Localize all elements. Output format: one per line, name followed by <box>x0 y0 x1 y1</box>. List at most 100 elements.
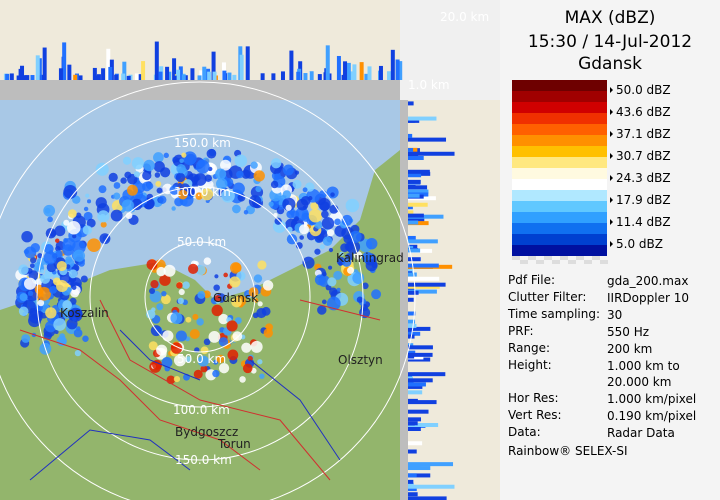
profile-bar <box>222 70 227 80</box>
echo <box>163 152 169 159</box>
echo <box>253 170 265 182</box>
echo <box>327 277 337 287</box>
profile-bar <box>408 289 437 294</box>
echo <box>234 154 248 168</box>
profile-bar <box>325 45 330 80</box>
echo <box>170 312 183 325</box>
profile-bar <box>158 71 163 80</box>
echo <box>182 281 190 289</box>
profile-bar <box>260 73 265 80</box>
profile-bar <box>367 66 372 80</box>
echo <box>292 179 302 189</box>
echo <box>171 206 176 211</box>
echo <box>173 375 181 383</box>
echo <box>250 161 258 169</box>
echo <box>68 269 78 279</box>
echo <box>153 161 165 173</box>
echo <box>86 218 96 228</box>
profile-bar <box>408 384 423 389</box>
echo <box>37 299 45 307</box>
echo <box>21 230 33 243</box>
echo <box>268 201 274 207</box>
scale-band <box>512 146 607 157</box>
city-labels: Kaliningrad Gdansk Koszalin Olsztyn Bydg… <box>60 251 404 451</box>
echo <box>100 221 107 228</box>
echo <box>124 171 132 179</box>
echo <box>250 340 263 353</box>
legend-label: 17.9 dBZ <box>616 193 671 207</box>
title: MAX (dBZ) <box>564 8 656 28</box>
echo <box>321 230 326 235</box>
echo <box>321 299 327 305</box>
info-label: PRF: <box>508 324 534 338</box>
echo <box>366 237 378 250</box>
info-value: 30 <box>607 308 623 322</box>
profile-bar <box>18 68 23 80</box>
echo <box>294 216 300 222</box>
echo <box>142 181 152 192</box>
profile-bar <box>212 71 217 80</box>
echo <box>30 257 37 264</box>
info-label: Vert Res: <box>508 408 562 422</box>
echo <box>336 287 341 292</box>
legend-label: 5.0 dBZ <box>616 237 663 251</box>
echo <box>195 265 206 276</box>
echo <box>122 156 132 165</box>
profile-bar <box>408 137 447 142</box>
profile-bar <box>359 62 364 80</box>
echo <box>40 269 45 274</box>
echo <box>29 263 35 269</box>
echo <box>179 158 184 164</box>
profile-bar <box>364 73 369 80</box>
echo <box>108 172 118 183</box>
echo <box>285 204 292 211</box>
profile-bar <box>408 417 422 422</box>
echo <box>299 235 304 240</box>
scale-nodata <box>600 260 608 264</box>
scale-band <box>512 91 607 102</box>
profile-bar <box>408 118 416 123</box>
profile-bar <box>336 55 341 80</box>
scale-band <box>512 135 607 146</box>
profile-bar <box>408 357 431 362</box>
echo <box>83 211 93 221</box>
echo <box>113 192 121 200</box>
profile-bar <box>408 214 444 219</box>
echo <box>193 173 207 186</box>
echo <box>37 287 51 301</box>
echo <box>286 210 295 219</box>
echo <box>178 288 185 296</box>
profile-bar <box>58 68 63 80</box>
echo <box>223 272 228 278</box>
scale-band <box>512 168 607 179</box>
info-label: Data: <box>508 425 541 439</box>
scale-nodata <box>592 256 600 260</box>
echo <box>334 218 341 226</box>
profile-bar <box>126 75 131 80</box>
scale-band <box>512 113 607 124</box>
legend-arrow <box>610 87 613 93</box>
echo <box>200 365 208 373</box>
echo <box>212 369 220 378</box>
profile-bar <box>408 479 414 484</box>
range-label: 150.0 km <box>175 453 232 467</box>
echo <box>192 313 199 320</box>
echo <box>243 210 249 215</box>
echo <box>45 227 57 239</box>
profile-bar <box>408 421 415 426</box>
height-label: 20.0 km <box>440 10 489 24</box>
echo <box>241 169 251 179</box>
info-value: Radar Data <box>607 426 675 440</box>
echo <box>344 242 354 251</box>
profile-bar <box>309 71 314 80</box>
echo <box>146 259 158 271</box>
profile-bar <box>408 409 429 414</box>
range-label: 150.0 km <box>174 136 231 150</box>
echo <box>322 271 327 277</box>
profile-bar <box>22 75 27 80</box>
profile-bar <box>408 311 416 316</box>
profile-bar <box>408 179 421 184</box>
profile-bar <box>408 268 413 273</box>
profile-bar <box>408 101 414 106</box>
echo <box>203 338 211 346</box>
